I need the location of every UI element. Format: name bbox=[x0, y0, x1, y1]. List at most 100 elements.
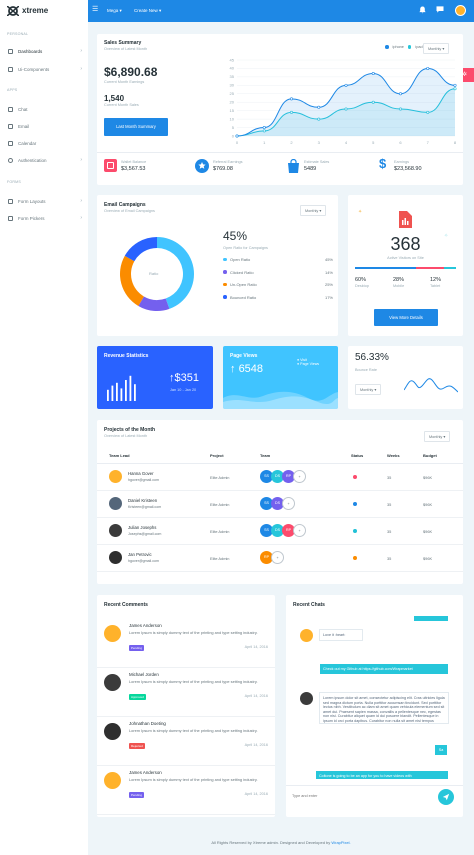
legend-label: Bounced Ratio bbox=[230, 294, 257, 300]
team-member-avatar[interactable]: + bbox=[282, 497, 295, 510]
legend-row: Clicked Ratio 14% bbox=[223, 270, 333, 283]
team-member-avatar[interactable]: SS bbox=[260, 524, 273, 537]
stat-value: 28% bbox=[393, 277, 405, 283]
team-member-avatar[interactable]: DS bbox=[271, 470, 284, 483]
chat-bubble-right: Coltone is going to be an app for you to… bbox=[316, 771, 448, 779]
y-tick-label: 40 bbox=[230, 66, 235, 71]
status-dot bbox=[353, 556, 357, 560]
project-name: Elite Admin bbox=[210, 474, 230, 480]
stat-label: Mobile bbox=[393, 284, 405, 288]
comments-title: Recent Comments bbox=[104, 602, 148, 608]
sidebar-item-authentication[interactable]: Authentication › bbox=[0, 154, 88, 168]
sidebar-item-email[interactable]: Email bbox=[0, 120, 88, 134]
message-icon[interactable] bbox=[436, 6, 444, 15]
visitors-label: Active Visitors on Site bbox=[387, 256, 424, 260]
chat-avatar bbox=[300, 629, 313, 642]
revenue-title: Revenue Statistics bbox=[104, 353, 149, 359]
team-member-avatar[interactable]: + bbox=[293, 470, 306, 483]
email-donut-chart bbox=[120, 237, 195, 311]
logo[interactable]: xtreme bbox=[0, 0, 88, 22]
team-member-avatar[interactable]: SS bbox=[260, 470, 273, 483]
star-badge-icon bbox=[195, 159, 209, 173]
section-apps: APPS bbox=[7, 88, 18, 92]
create-new-menu[interactable]: Create New ▾ bbox=[134, 8, 162, 13]
team-lead-email: Kristeen@gmail.com bbox=[128, 504, 162, 509]
comment-text: Lorem Ipsum is simply dummy text of the … bbox=[129, 679, 258, 684]
table-row[interactable]: Hanna Gover hgover@gmail.com Elite Admin… bbox=[97, 464, 463, 491]
avatar bbox=[109, 470, 122, 483]
budget-value: $96K bbox=[423, 528, 433, 534]
legend-label: Visit bbox=[300, 358, 307, 362]
legend-value: 25% bbox=[324, 282, 333, 287]
weeks-value: 35 bbox=[387, 555, 392, 561]
table-row[interactable]: Daniel Kristeen Kristeen@gmail.com Elite… bbox=[97, 491, 463, 518]
table-row[interactable]: Julian Josephs Josephs@gmail.com Elite A… bbox=[97, 518, 463, 545]
bounce-period-select[interactable]: Monthly ▾ bbox=[355, 384, 382, 395]
legend-dot bbox=[223, 282, 227, 286]
revenue-bar bbox=[125, 380, 127, 401]
footer-link[interactable]: WrapPixel. bbox=[331, 840, 351, 845]
gear-icon: ✲ bbox=[462, 72, 468, 78]
chat-bubble-left: Love it :heart: bbox=[319, 629, 363, 641]
sidebar-item-form-layouts[interactable]: Form Layouts › bbox=[0, 195, 88, 209]
sidebar-item-ui-components[interactable]: Ui-Components › bbox=[0, 63, 88, 77]
stat-label: Referral Earnings bbox=[213, 160, 243, 164]
send-button[interactable] bbox=[438, 789, 454, 805]
team-member-avatar[interactable]: DS bbox=[271, 524, 284, 537]
send-icon bbox=[442, 793, 450, 801]
email-icon bbox=[8, 124, 13, 129]
revenue-bar bbox=[134, 384, 136, 401]
sales-period-select[interactable]: Monthly ▾ bbox=[423, 43, 450, 54]
team-member-avatar[interactable]: + bbox=[271, 551, 284, 564]
series-area-iphone bbox=[237, 68, 455, 136]
sidebar-item-form-pickers[interactable]: Form Pickers › bbox=[0, 212, 88, 226]
comment-author: Michael Jorden bbox=[129, 672, 159, 677]
email-period-select[interactable]: Monthly ▾ bbox=[300, 205, 327, 216]
mega-menu[interactable]: Mega ▾ bbox=[107, 8, 122, 13]
comment-text: Lorem Ipsum is simply dummy text of the … bbox=[129, 777, 258, 782]
team-member-avatar[interactable]: SS bbox=[260, 497, 273, 510]
avatar bbox=[109, 524, 122, 537]
user-avatar[interactable] bbox=[455, 5, 466, 16]
menu-toggle-icon[interactable]: ☰ bbox=[92, 6, 99, 13]
last-month-summary-button[interactable]: Last Month Summary bbox=[104, 118, 168, 136]
chat-bubble-left: Lorem ipsum dolor sit amet, consectetur … bbox=[319, 692, 449, 724]
team-lead-name: Julian Josephs bbox=[128, 525, 157, 530]
status-dot bbox=[353, 475, 357, 479]
sidebar-item-chat[interactable]: Chat bbox=[0, 103, 88, 117]
sidebar-item-dashboards[interactable]: Dashboards › bbox=[0, 45, 88, 59]
table-row[interactable]: Jan Petrovic hgover@gmail.com Elite Admi… bbox=[97, 545, 463, 572]
legend-label: Page Views bbox=[300, 362, 320, 366]
projects-period-select[interactable]: Monthly ▾ bbox=[424, 431, 451, 442]
bell-icon[interactable] bbox=[419, 6, 426, 16]
sidebar-item-label: Dashboards bbox=[18, 49, 43, 54]
legend-dot bbox=[223, 295, 227, 299]
chart-legend: iphone ipad bbox=[385, 45, 423, 49]
stat-label: Tablet bbox=[430, 284, 441, 288]
comment-item: James Anderson Lorem Ipsum is simply dum… bbox=[97, 619, 275, 668]
form-layout-icon bbox=[8, 199, 13, 204]
document-icon bbox=[399, 211, 412, 228]
x-tick-label: 7 bbox=[427, 140, 430, 145]
sidebar-item-calendar[interactable]: Calendar bbox=[0, 137, 88, 151]
weeks-value: 35 bbox=[387, 528, 392, 534]
view-more-details-button[interactable]: View More Details bbox=[374, 309, 438, 326]
data-point bbox=[371, 72, 375, 76]
comment-item: Johnathan Doeting Lorem Ipsum is simply … bbox=[97, 717, 275, 766]
team-member-avatar[interactable]: RP bbox=[282, 470, 295, 483]
y-tick-label: 5 bbox=[232, 125, 235, 130]
legend-value: 45% bbox=[324, 257, 333, 262]
data-point bbox=[317, 105, 321, 109]
recent-chats-card: Recent Chats Love it :heart: Check out m… bbox=[286, 595, 463, 817]
status-badge: Rejected bbox=[129, 743, 145, 749]
team-member-avatar[interactable]: RP bbox=[282, 524, 295, 537]
earnings-label: Current Month Earnings bbox=[104, 80, 145, 84]
team-member-avatar[interactable]: RP bbox=[260, 551, 273, 564]
x-tick-label: 5 bbox=[372, 140, 375, 145]
sales-value: 1,540 bbox=[104, 94, 125, 103]
team-member-avatar[interactable]: DS bbox=[271, 497, 284, 510]
legend-label: Un-Open Ratio bbox=[230, 282, 257, 287]
chat-input[interactable] bbox=[292, 791, 422, 801]
earnings-value: $6,890.68 bbox=[104, 65, 158, 79]
team-member-avatar[interactable]: + bbox=[293, 524, 306, 537]
